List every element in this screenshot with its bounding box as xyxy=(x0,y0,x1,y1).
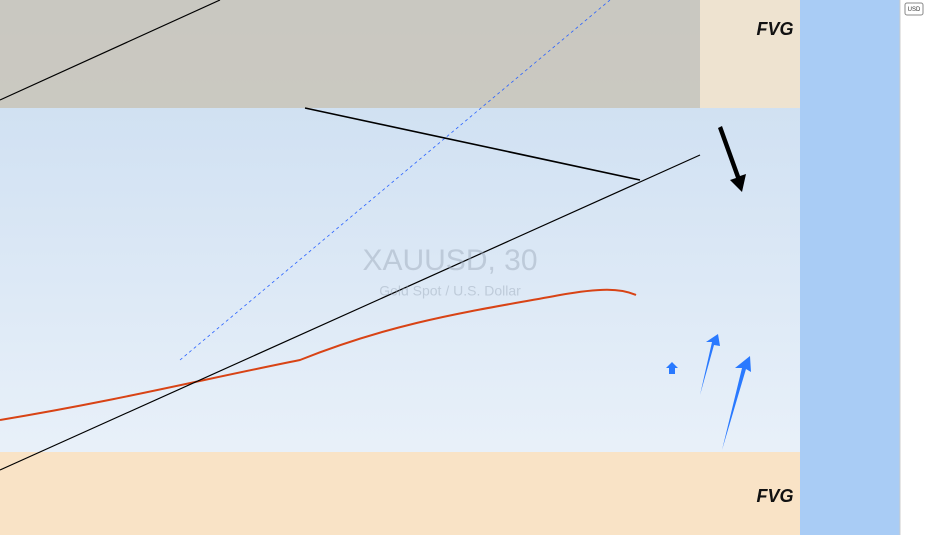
watermark-symbol: XAUUSD, 30 xyxy=(362,244,537,277)
arrow-up xyxy=(700,334,720,395)
premium-zone xyxy=(0,0,700,108)
fvg-label: FVG xyxy=(756,486,793,506)
currency-box xyxy=(904,2,924,16)
time-axis xyxy=(0,535,932,550)
trendline-resistance xyxy=(304,107,641,181)
trendline-support xyxy=(0,154,701,471)
arrow-down xyxy=(718,126,746,192)
fvg-label: FVG xyxy=(756,19,793,39)
currency: USD xyxy=(908,7,921,13)
price-axis xyxy=(900,0,932,535)
fvg-zone-top xyxy=(700,0,800,108)
trendline-upper xyxy=(0,0,221,101)
watermark-name: Gold Spot / U.S. Dollar xyxy=(379,283,521,299)
fvg-zone-bottom xyxy=(0,452,800,535)
arrow-up xyxy=(722,356,751,450)
ma-200 xyxy=(0,288,637,421)
arrow-small xyxy=(666,362,678,374)
future-zone xyxy=(800,0,900,535)
